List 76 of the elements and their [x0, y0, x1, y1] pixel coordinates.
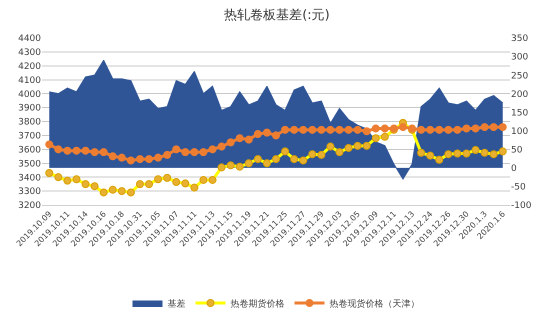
- point: [154, 154, 162, 162]
- y-tick-label: 3900: [18, 104, 42, 114]
- point: [90, 148, 99, 156]
- point: [54, 145, 62, 154]
- point: [335, 126, 344, 134]
- y-tick-label: 3200: [18, 201, 42, 212]
- point: [272, 131, 280, 140]
- point: [63, 146, 72, 155]
- point: [172, 145, 180, 154]
- y2-tick-label: 50: [511, 145, 523, 156]
- y2-tick-label: 250: [511, 71, 528, 82]
- chart-title: 热轧卷板基差(:元): [224, 8, 330, 23]
- point: [181, 148, 190, 156]
- y-tick-label: 4400: [18, 34, 42, 44]
- y-tick-label: 3400: [18, 173, 42, 184]
- y-tick-label: 4000: [18, 90, 42, 100]
- point: [244, 136, 253, 144]
- y2-tick-label: 150: [511, 108, 528, 118]
- point: [480, 123, 489, 132]
- point: [190, 148, 198, 156]
- y2-tick-label: 350: [511, 34, 528, 44]
- y2-tick-label: -100: [511, 201, 532, 212]
- point: [108, 152, 117, 160]
- point: [444, 126, 452, 134]
- point: [426, 126, 434, 134]
- point: [417, 126, 426, 134]
- y-tick-label: 4200: [18, 62, 42, 72]
- point: [218, 142, 226, 151]
- point: [308, 126, 316, 134]
- point: [145, 155, 154, 164]
- point: [100, 148, 108, 156]
- point: [281, 126, 290, 134]
- point: [136, 155, 144, 164]
- y-tick-label: 3600: [18, 145, 42, 156]
- legend-label: 基差: [168, 298, 186, 310]
- point: [490, 123, 498, 132]
- point: [163, 150, 172, 159]
- point: [344, 126, 353, 134]
- y2-tick-label: 100: [511, 126, 528, 137]
- point: [126, 156, 135, 164]
- point: [236, 134, 244, 142]
- point: [208, 145, 217, 154]
- y-tick-label: 3800: [18, 118, 42, 128]
- point: [498, 123, 507, 132]
- legend-label: 热卷期货价格: [230, 298, 284, 310]
- point: [435, 126, 444, 134]
- point: [354, 126, 362, 134]
- point: [317, 126, 326, 134]
- y2-tick-label: 0: [511, 164, 517, 174]
- point: [453, 126, 462, 134]
- y2-tick-label: 300: [511, 52, 528, 63]
- point: [372, 124, 380, 132]
- point: [326, 126, 334, 134]
- point: [462, 124, 470, 132]
- y-tick-label: 3700: [18, 132, 42, 142]
- point: [254, 130, 262, 138]
- y-tick-label: 3500: [18, 159, 42, 170]
- point: [226, 138, 235, 146]
- point: [262, 128, 271, 137]
- y-tick-label: 3300: [18, 187, 42, 198]
- point: [299, 126, 308, 134]
- point: [290, 126, 298, 134]
- point: [82, 146, 90, 155]
- point: [118, 154, 126, 162]
- y2-tick-label: 200: [511, 90, 528, 100]
- y-tick-label: 4100: [18, 76, 42, 86]
- legend-label: 热卷现货价格（天津）: [330, 298, 420, 310]
- point: [72, 146, 80, 155]
- point: [362, 127, 371, 136]
- point: [199, 148, 208, 156]
- point: [45, 140, 54, 148]
- y2-tick-label: -50: [511, 182, 526, 193]
- point: [472, 124, 480, 132]
- point: [380, 124, 389, 132]
- y-tick-label: 4300: [18, 48, 42, 58]
- point: [398, 123, 407, 132]
